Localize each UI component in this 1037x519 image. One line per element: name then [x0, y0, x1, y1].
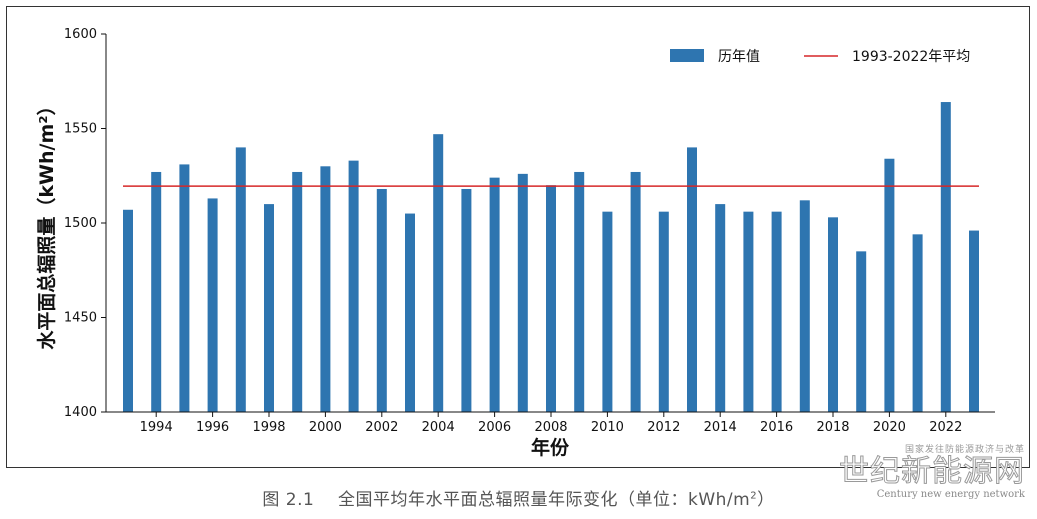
watermark: 国家发往防能源政济与改革 世纪新能源网 Century new energy n…: [815, 442, 1026, 500]
bar-1994: [151, 171, 162, 412]
bar-2018: [828, 217, 838, 412]
watermark-english: Century new energy network: [876, 489, 1025, 500]
x-tick-label: 1998: [252, 420, 285, 435]
bar-2008: [546, 185, 556, 412]
bar-2014: [715, 204, 726, 412]
x-tick-label: 1994: [140, 420, 173, 435]
bar-1995: [179, 164, 190, 412]
bar-2022: [940, 102, 951, 412]
y-axis-title: 水平面总辐照量（kWh/m²）: [35, 96, 58, 349]
bar-2013: [687, 147, 697, 412]
caption-close: ）: [757, 490, 775, 510]
bar-2009: [574, 171, 585, 412]
y-ticks-group: 1400 1450 1500 1550 1600: [64, 27, 106, 420]
bar-chart: 1400 1450 1500 1550 1600 1994 1996 1998 2000 200…: [35, 27, 995, 459]
bar-2023: [969, 230, 979, 412]
legend: 历年值 1993-2022年平均: [670, 49, 970, 65]
bar-2012: [658, 211, 669, 412]
legend-bar-swatch: [670, 49, 704, 62]
bar-2004: [433, 134, 444, 413]
bar-2017: [799, 200, 810, 412]
legend-bar-label: 历年值: [718, 49, 760, 65]
bar-2010: [602, 211, 613, 412]
bar-2000: [320, 166, 331, 412]
x-tick-label: 2020: [873, 420, 906, 435]
bar-2001: [348, 160, 359, 412]
bar-2007: [517, 173, 528, 412]
x-tick-label: 2008: [534, 420, 567, 435]
x-tick-label: 1996: [196, 420, 229, 435]
legend-line-label: 1993-2022年平均: [852, 49, 970, 65]
x-tick-label: 2012: [647, 420, 680, 435]
bar-1999: [292, 171, 303, 412]
bars-group: [123, 102, 979, 413]
bar-1997: [235, 147, 246, 412]
x-tick-label: 2002: [365, 420, 398, 435]
bar-2006: [489, 177, 500, 412]
bar-2019: [856, 251, 867, 412]
bar-2020: [884, 158, 895, 412]
x-tick-label: 2022: [929, 420, 962, 435]
x-tick-label: 2014: [704, 420, 737, 435]
bar-2015: [743, 211, 754, 412]
x-tick-label: 2004: [422, 420, 455, 435]
y-tick-label: 1450: [64, 311, 97, 326]
bar-2011: [630, 171, 641, 412]
x-ticks-group: 1994 1996 1998 2000 2002 2004 2006 2008 2010 2012…: [140, 412, 962, 435]
y-tick-label: 1550: [64, 122, 97, 137]
watermark-title: 世纪新能源网: [839, 454, 1025, 489]
bar-2003: [405, 213, 415, 412]
chart-frame: 1400 1450 1500 1550 1600 1994 1996 1998 2000 200…: [6, 6, 1030, 468]
bar-1998: [264, 204, 274, 412]
y-tick-label: 1600: [64, 27, 97, 42]
x-axis-title: 年份: [531, 436, 570, 459]
x-tick-label: 2018: [816, 420, 849, 435]
bar-2021: [912, 234, 923, 412]
figure-caption: 图 2.1 全国平均年水平面总辐照量年际变化（单位：kWh/m2）: [0, 485, 1037, 510]
y-tick-label: 1500: [64, 216, 97, 231]
bar-2016: [771, 211, 782, 412]
bar-2005: [461, 188, 472, 412]
bar-1996: [207, 198, 218, 412]
caption-text: 全国平均年水平面总辐照量年际变化（单位：kWh/m: [337, 490, 751, 510]
x-tick-label: 2016: [760, 420, 793, 435]
y-tick-label: 1400: [64, 405, 97, 420]
x-tick-label: 2006: [478, 420, 511, 435]
bar-2002: [376, 188, 387, 412]
x-tick-label: 2000: [309, 420, 342, 435]
caption-label: 图 2.1: [262, 490, 315, 510]
x-tick-label: 2010: [591, 420, 624, 435]
bar-1993: [123, 209, 133, 412]
caption-superscript: 2: [750, 490, 758, 502]
watermark-subtitle: 国家发往防能源政济与改革: [904, 445, 1025, 455]
